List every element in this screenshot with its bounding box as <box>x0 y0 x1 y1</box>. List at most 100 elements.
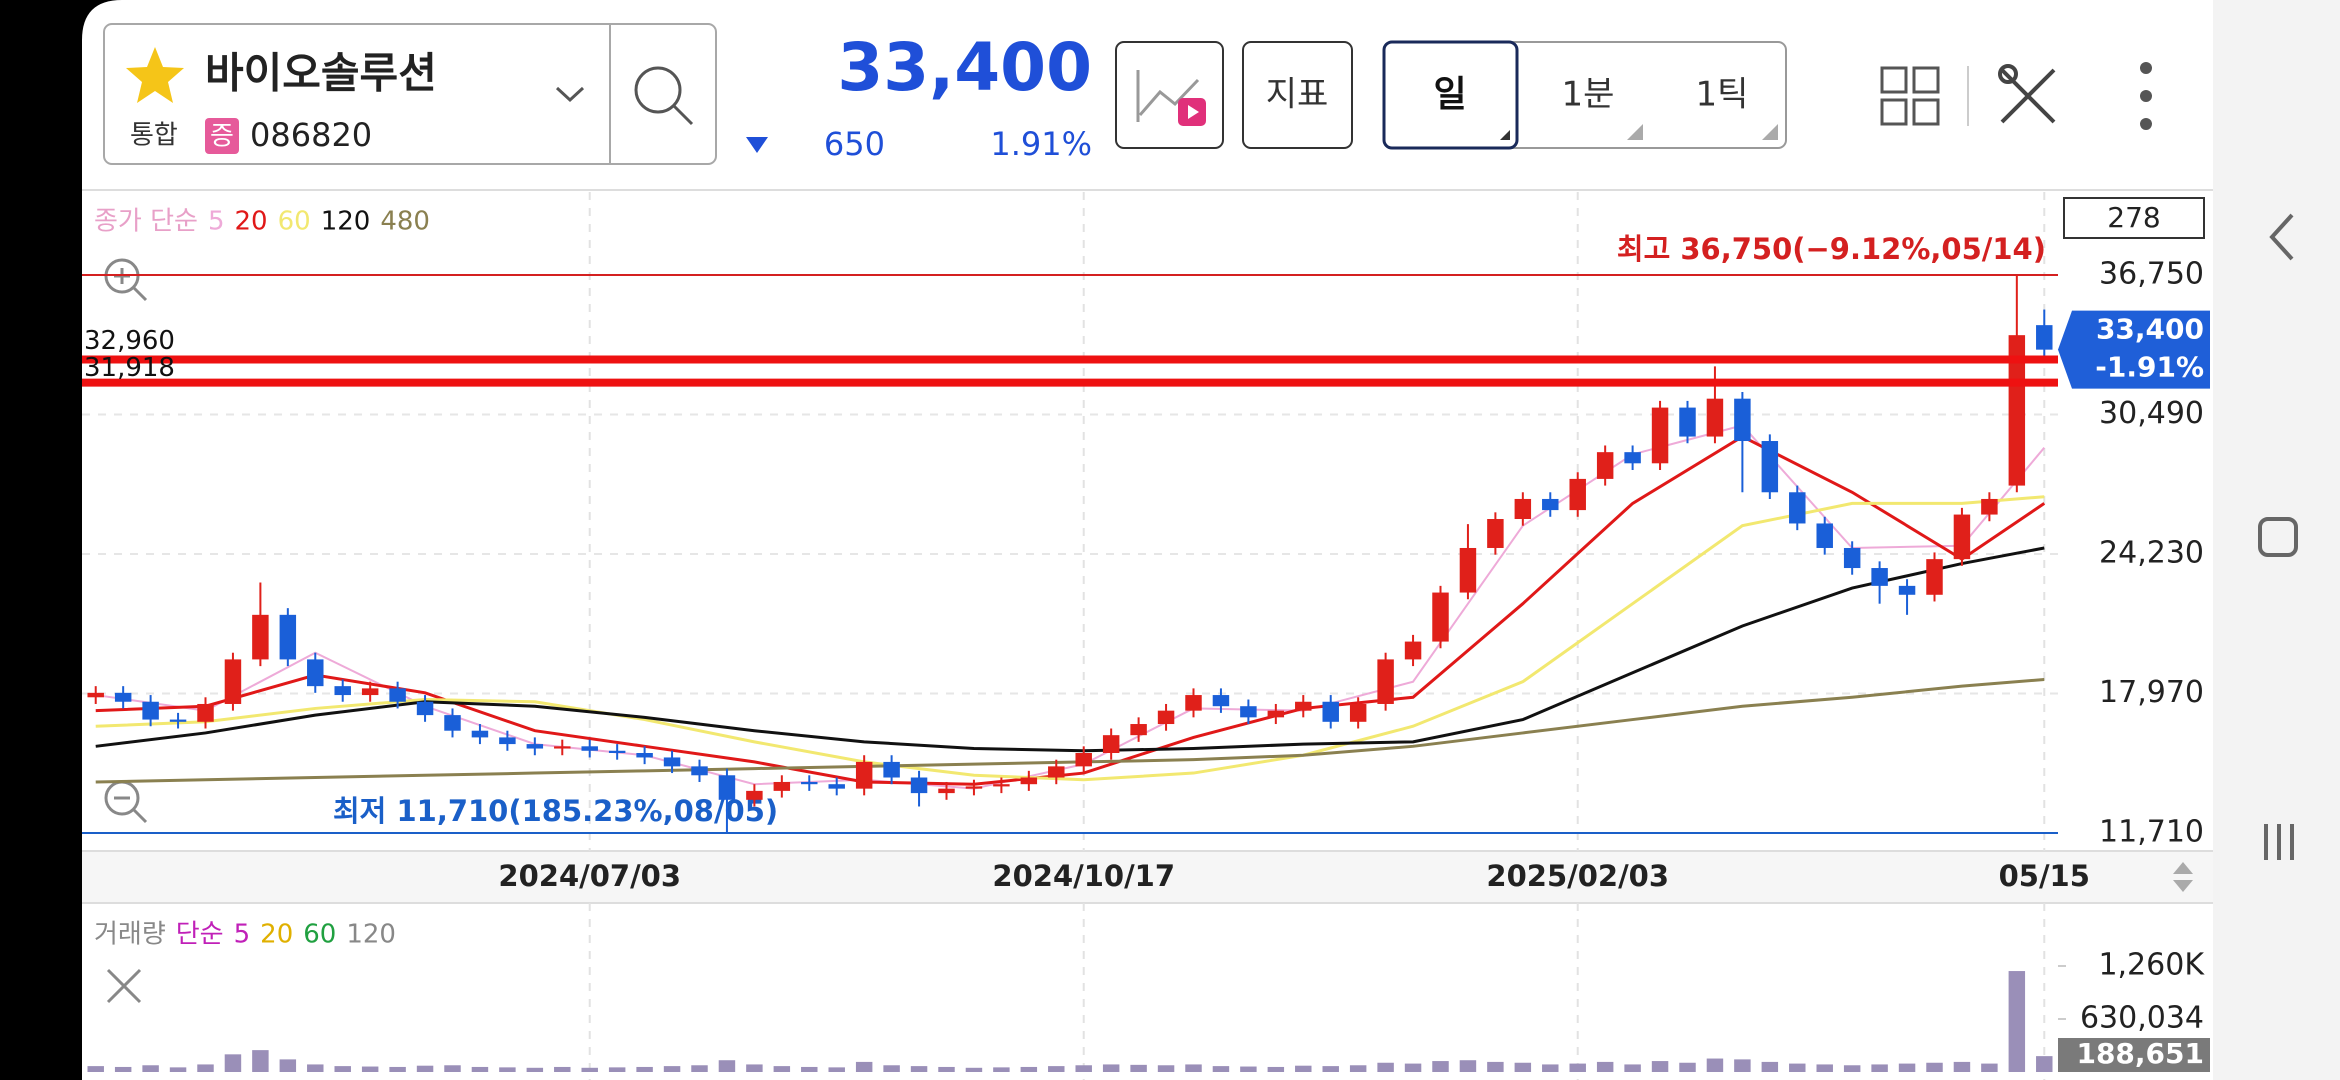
button-label[interactable]: 지표 <box>1266 75 1329 115</box>
stock-box[interactable] <box>103 23 717 165</box>
candle-body <box>444 715 461 731</box>
candle-body <box>2008 335 2026 486</box>
candle-body <box>169 719 187 722</box>
volume-bar <box>169 1067 187 1072</box>
price-tag <box>2058 310 2210 389</box>
candle-body <box>526 744 544 749</box>
volume-bar <box>2036 1056 2053 1072</box>
volume-bar <box>1596 1061 1614 1072</box>
volume-bar <box>444 1065 461 1072</box>
legend-entry: 20 <box>260 920 293 950</box>
candle-body <box>1267 710 1285 718</box>
ref-line-label: 31,918 <box>84 353 175 383</box>
candle-body <box>636 752 653 758</box>
volume-bar <box>663 1066 681 1072</box>
volume-bar <box>361 1066 379 1072</box>
candle-body <box>1871 568 1888 586</box>
price-tag-label: 33,400 <box>2096 313 2204 346</box>
candle-body <box>938 788 955 794</box>
button-label[interactable]: 1분 <box>1562 75 1615 115</box>
volume-bar <box>142 1065 159 1072</box>
candle-body <box>718 775 736 800</box>
app-area <box>82 0 2213 1080</box>
x-tick-label: 2024/07/03 <box>498 859 681 893</box>
search-icon[interactable] <box>634 66 694 126</box>
volume-bar <box>1020 1066 1038 1072</box>
button-label[interactable]: 일 <box>1433 74 1466 115</box>
candle-body <box>114 692 132 702</box>
dropdown[interactable] <box>555 86 585 103</box>
volume-bar <box>471 1066 489 1072</box>
volume-bar <box>938 1066 955 1072</box>
corner <box>1762 124 1778 140</box>
favorite-star[interactable] <box>126 47 184 103</box>
volume-bar <box>526 1067 544 1072</box>
candle-body <box>910 777 928 794</box>
tools-icon[interactable] <box>1998 64 2056 124</box>
volume-bar <box>279 1059 297 1072</box>
candle-body <box>828 784 845 789</box>
legend-label: 종가 단순 <box>94 207 198 237</box>
layout-icon[interactable] <box>1880 66 1940 126</box>
volume-bar <box>746 1064 763 1072</box>
y-tick-label: 630,034 <box>2080 1001 2204 1036</box>
volume-bar <box>1322 1066 1339 1072</box>
volume-bar <box>1240 1066 1257 1072</box>
candle-body <box>1898 585 1916 595</box>
candle-body <box>1953 514 1971 560</box>
volume-bar <box>2008 971 2026 1072</box>
date-band <box>82 851 2213 903</box>
volume-bar <box>636 1066 653 1072</box>
candle-body <box>1514 498 1532 520</box>
volume-bar <box>1898 1063 1916 1072</box>
legend-entry: 20 <box>235 207 268 237</box>
volume-bar <box>1432 1061 1449 1072</box>
volume-bar <box>334 1066 351 1072</box>
volume-bar <box>1789 1063 1806 1072</box>
volume-bar <box>828 1067 845 1072</box>
scale-down[interactable] <box>2173 880 2193 892</box>
volume-bar <box>993 1067 1010 1072</box>
candle-body <box>1624 452 1641 464</box>
volume-bar <box>1130 1064 1147 1072</box>
volume-bar <box>1926 1062 1943 1072</box>
nav-home[interactable] <box>2258 517 2298 557</box>
candle-body <box>389 688 406 702</box>
volume-bar <box>1157 1065 1175 1072</box>
volume-bar <box>1651 1061 1669 1072</box>
volume-bar <box>1679 1062 1696 1072</box>
indicator-button[interactable] <box>1242 41 1353 149</box>
y-tick-label: 11,710 <box>2099 815 2204 850</box>
scale-up[interactable] <box>2173 862 2193 874</box>
volume-bar <box>1267 1066 1285 1072</box>
period-day[interactable] <box>1382 40 1519 150</box>
candle-body <box>361 688 379 696</box>
volume-bar <box>1048 1066 1065 1072</box>
count-box <box>2063 197 2205 239</box>
chart-video-button[interactable] <box>1115 41 1224 149</box>
annotation: 최고 36,750(−9.12%,05/14) <box>1617 232 2046 266</box>
corner <box>1500 130 1510 140</box>
y-tick-label: 24,230 <box>2099 536 2204 571</box>
volume-bar <box>855 1061 873 1072</box>
stock-code: 086820 <box>250 116 372 154</box>
candle-body <box>1295 701 1312 711</box>
volume-bar <box>1816 1064 1833 1072</box>
ref-line-label: 32,960 <box>84 326 175 356</box>
volume-bar <box>1185 1064 1202 1072</box>
candle-body <box>1926 559 1943 595</box>
volume-bar <box>1487 1061 1504 1072</box>
legend-method: 단순 <box>176 920 224 950</box>
button-label[interactable]: 1틱 <box>1696 75 1749 115</box>
y-tick-label: 17,970 <box>2099 675 2204 710</box>
volume-bar <box>554 1066 571 1072</box>
nav-back[interactable] <box>2269 213 2294 261</box>
nav-recent[interactable] <box>2264 824 2294 860</box>
more-icon[interactable] <box>2140 62 2152 130</box>
legend-entry: 480 <box>380 207 430 237</box>
candle-body <box>1706 398 1724 437</box>
volume-bar <box>801 1066 818 1072</box>
close-volume[interactable] <box>106 968 142 1004</box>
